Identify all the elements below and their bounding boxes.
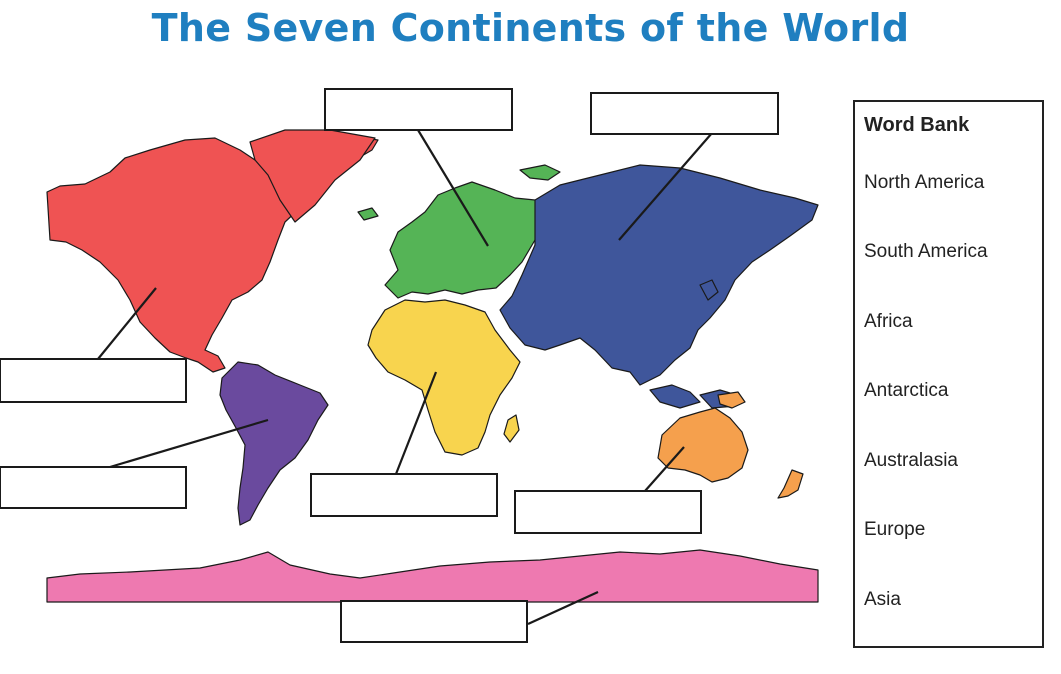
word-asia[interactable]: Asia [864,589,901,610]
asia-label-box[interactable] [590,92,779,135]
australasia-leader-line [644,446,685,492]
word-south-america[interactable]: South America [864,241,988,262]
word-australasia[interactable]: Australasia [864,450,958,471]
antarctica-label-box[interactable] [340,600,528,643]
word-africa[interactable]: Africa [864,311,913,332]
page-title: The Seven Continents of the World [151,6,910,50]
europe-islands-shape [357,164,561,221]
south-america-shape [219,361,329,526]
antarctica-shape [46,549,819,603]
word-bank-panel: Word Bank North America South America Af… [853,100,1044,648]
word-antarctica[interactable]: Antarctica [864,380,949,401]
north-america-leader-line [97,287,157,360]
europe-shape [384,181,546,299]
madagascar-shape [503,414,520,443]
europe-leader-line [417,129,489,247]
australasia-shape [657,407,749,483]
south-america-leader-line [109,418,269,469]
antarctica-leader-line [527,590,599,626]
south-america-label-box[interactable] [0,466,187,509]
word-bank-heading: Word Bank [864,114,970,136]
new-zealand-shape [777,469,804,499]
word-north-america[interactable]: North America [864,172,985,193]
africa-label-box[interactable] [310,473,498,517]
australasia-label-box[interactable] [514,490,702,534]
north-america-label-box[interactable] [0,358,187,403]
asia-leader-line [618,132,713,241]
greenland-shape [249,129,376,223]
word-europe[interactable]: Europe [864,519,926,540]
europe-label-box[interactable] [324,88,513,131]
africa-shape [367,299,521,456]
papua-shape [717,391,746,409]
africa-leader-line [394,371,438,475]
asia-shape [499,164,819,386]
